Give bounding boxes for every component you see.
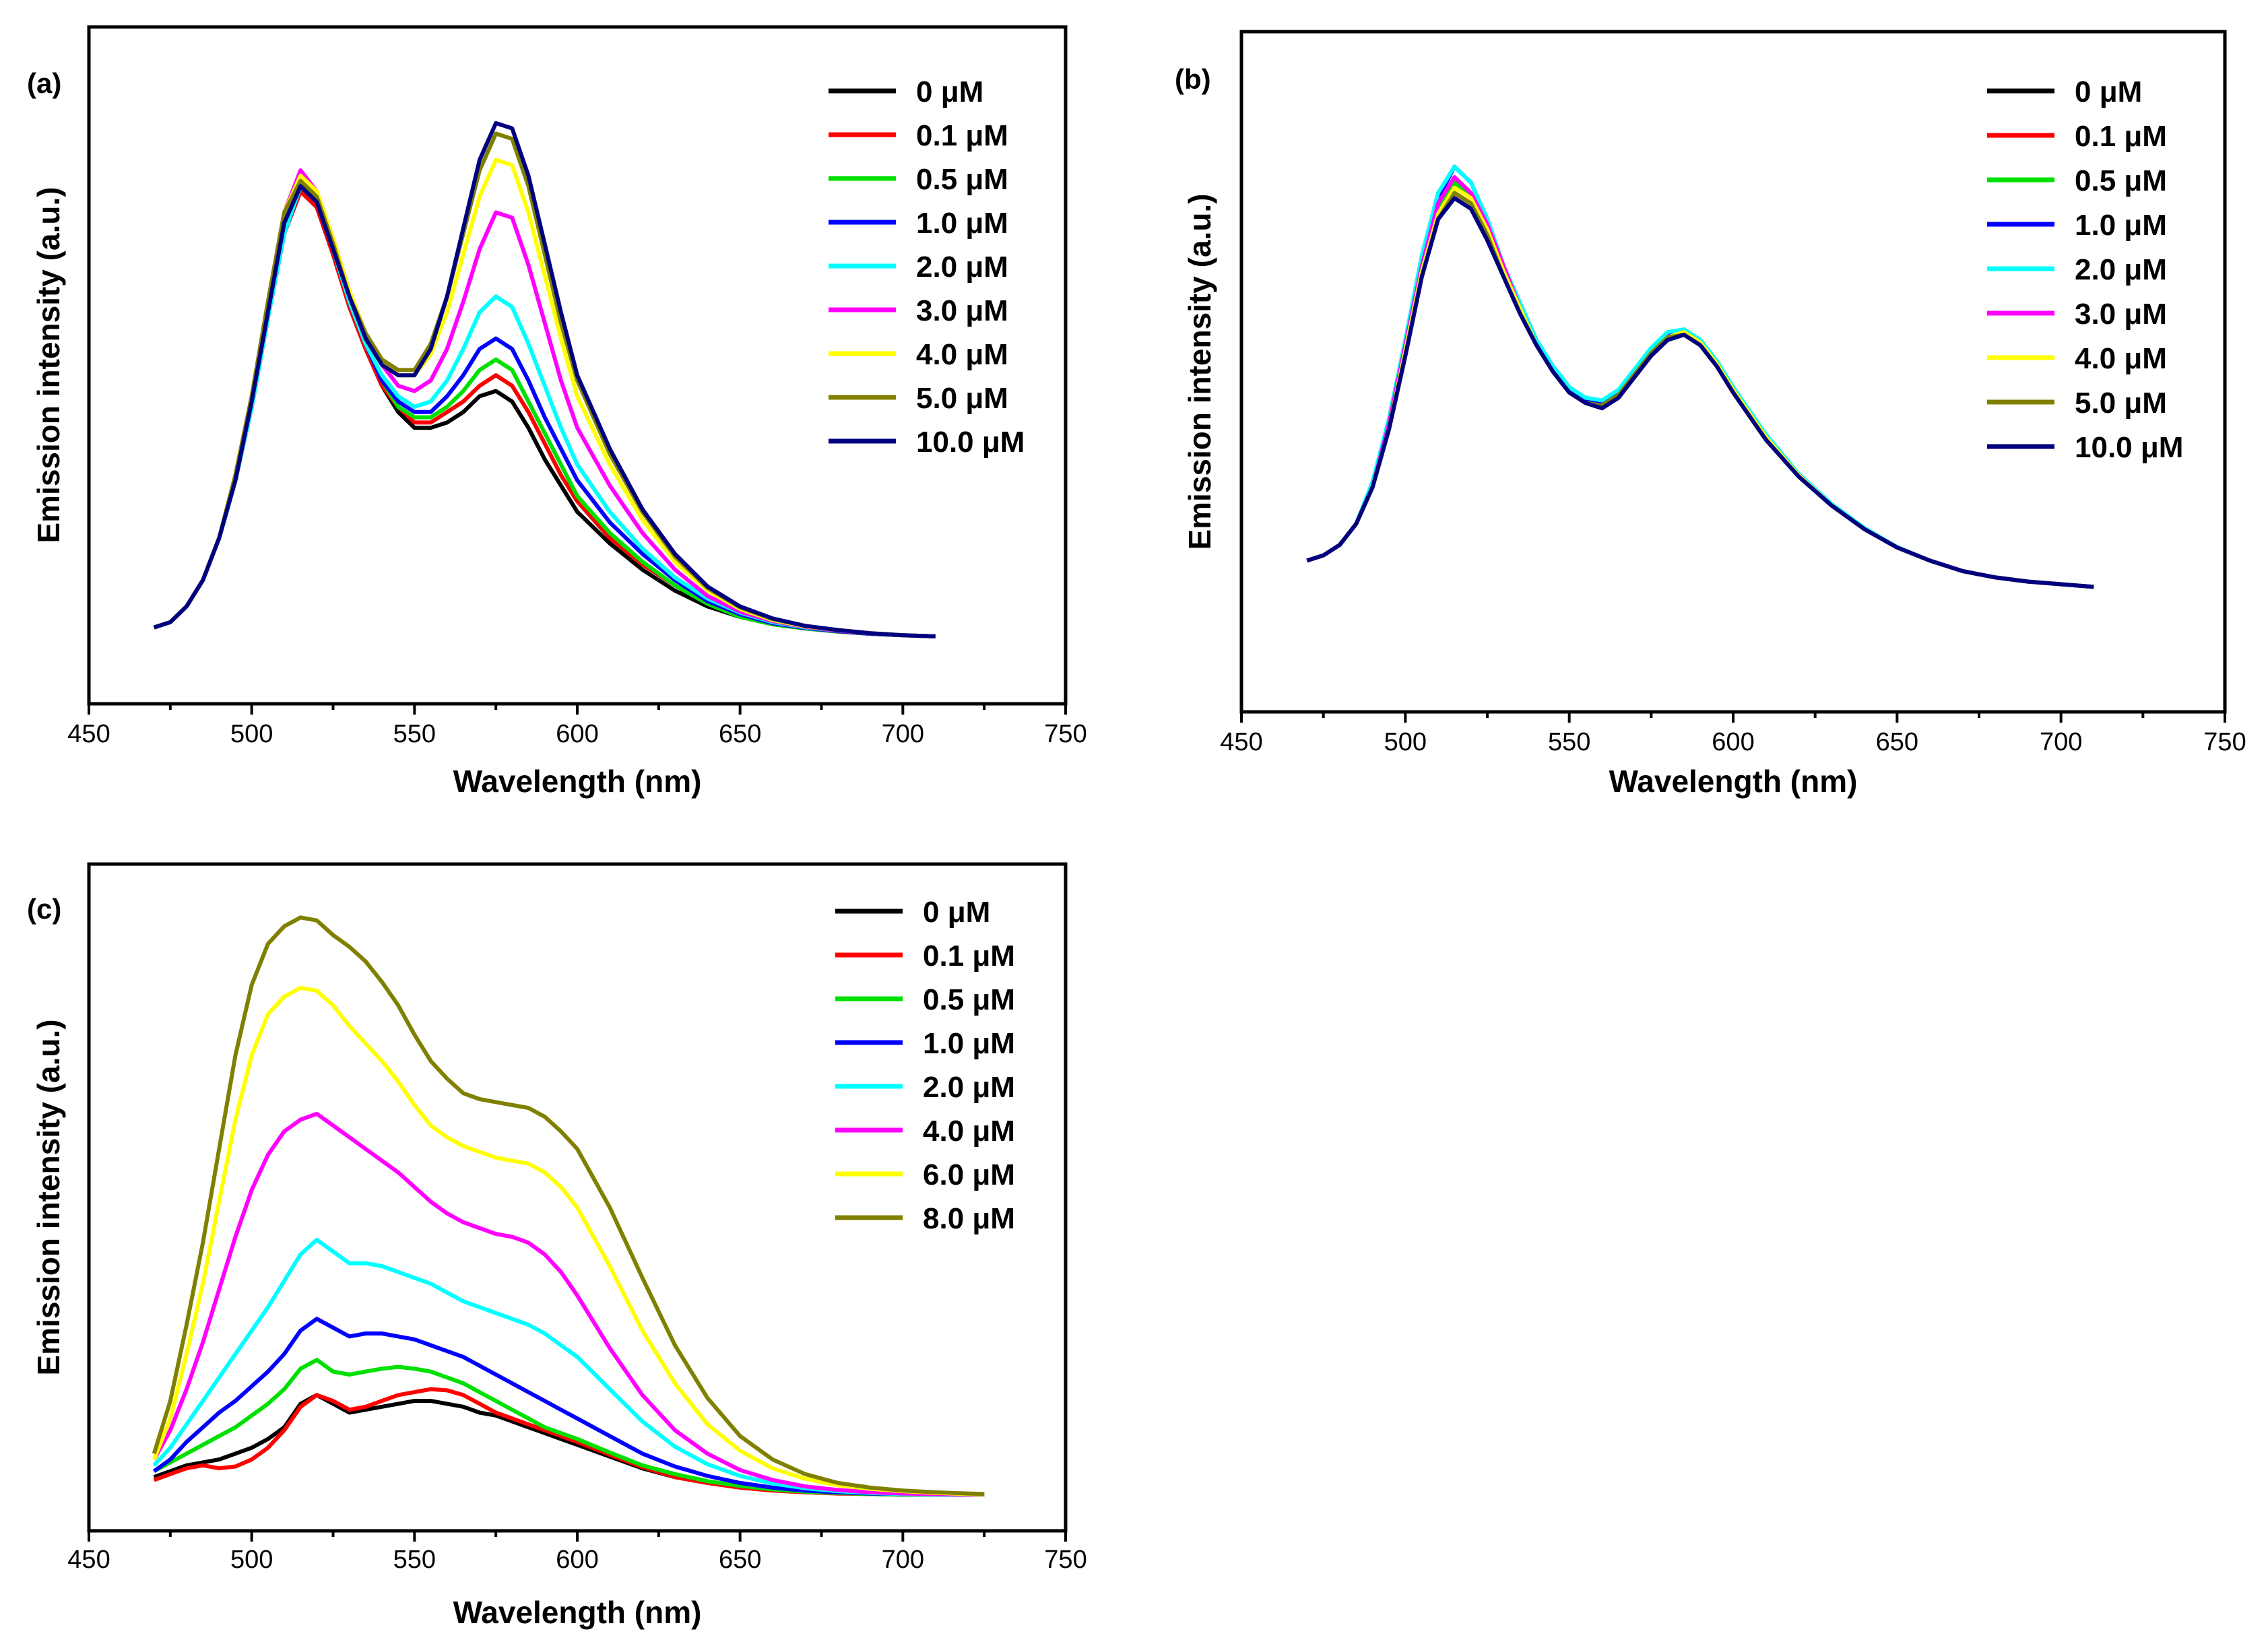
series-line-4 <box>152 1237 985 1497</box>
x-tick-label: 600 <box>1712 728 1754 756</box>
series-line-3 <box>152 1317 985 1497</box>
y-axis-label: Emission intensity (a.u.) <box>1182 193 1217 550</box>
legend-label: 0.1 μM <box>923 940 1015 973</box>
x-tick-label: 450 <box>67 720 110 748</box>
legend-label: 6.0 μM <box>923 1158 1015 1191</box>
x-ticks-a <box>88 704 1067 715</box>
series-line-6 <box>152 985 985 1497</box>
series-line-8 <box>153 121 936 638</box>
legend-label: 0.5 μM <box>916 163 1008 196</box>
legend-label: 0 μM <box>916 75 983 108</box>
legend-label: 1.0 μM <box>2075 209 2167 242</box>
legend-label: 4.0 μM <box>916 338 1008 371</box>
x-tick-label: 700 <box>882 1546 924 1574</box>
x-tick-label: 500 <box>230 720 273 748</box>
legend-label: 0.5 μM <box>2075 164 2167 197</box>
legend-label: 2.0 μM <box>923 1071 1015 1104</box>
series-line-5 <box>152 1111 985 1497</box>
legend-label: 0.1 μM <box>916 119 1008 152</box>
x-axis-label: Wavelength (nm) <box>1609 764 1858 799</box>
x-tick-label: 750 <box>1044 1546 1087 1574</box>
x-tick-label: 500 <box>1384 728 1427 756</box>
x-tick-label: 650 <box>719 1546 761 1574</box>
x-tick-label: 450 <box>67 1546 110 1574</box>
x-axis-label: Wavelength (nm) <box>453 1595 702 1630</box>
panel-label-a: (a) <box>27 67 61 99</box>
x-tick-label: 750 <box>1044 720 1087 748</box>
legend-label: 5.0 μM <box>916 382 1008 415</box>
plot-lines-a <box>153 121 936 638</box>
x-tick-label: 550 <box>1548 728 1590 756</box>
legend-label: 0 μM <box>2075 75 2142 108</box>
legend-label: 3.0 μM <box>916 294 1008 327</box>
legend-label: 4.0 μM <box>2075 342 2167 375</box>
x-axis-label: Wavelength (nm) <box>453 764 702 799</box>
legend: 0 μM 0.1 μM 0.5 μM 1.0 μM 2.0 μM 4.0 μM … <box>835 896 1015 1235</box>
legend-label: 2.0 μM <box>916 251 1008 284</box>
series-line-8 <box>1306 196 2094 589</box>
panel-label-b: (b) <box>1175 63 1211 95</box>
y-axis-label: Emission intensity (a.u.) <box>31 1019 66 1375</box>
legend-label: 0 μM <box>923 896 990 929</box>
panel-c: (c) 450 500 550 600 650 700 750 Waveleng… <box>27 862 1087 1630</box>
plot-lines-c <box>152 915 985 1497</box>
legend-label: 1.0 μM <box>916 207 1008 240</box>
x-tick-label: 450 <box>1220 728 1262 756</box>
legend-label: 2.0 μM <box>2075 253 2167 286</box>
legend: 0 μM 0.1 μM 0.5 μM 1.0 μM 2.0 μM 3.0 μM … <box>1987 75 2183 464</box>
x-tick-label: 700 <box>882 720 924 748</box>
legend-label: 3.0 μM <box>2075 298 2167 331</box>
x-tick-label: 750 <box>2203 728 2246 756</box>
legend-label: 10.0 μM <box>916 426 1025 459</box>
legend-label: 1.0 μM <box>923 1027 1015 1060</box>
legend: 0 μM 0.1 μM 0.5 μM 1.0 μM 2.0 μM 3.0 μM … <box>829 75 1025 459</box>
legend-label: 0.1 μM <box>2075 120 2167 153</box>
series-line-7 <box>152 915 985 1496</box>
x-tick-label: 650 <box>719 720 761 748</box>
x-ticks-c <box>88 1531 1067 1542</box>
legend-label: 4.0 μM <box>923 1115 1015 1148</box>
legend-label: 0.5 μM <box>923 983 1015 1016</box>
plot-lines-b <box>1306 164 2094 589</box>
x-tick-label: 550 <box>393 1546 436 1574</box>
panel-a: (a) 450 500 550 600 650 700 750 Waveleng… <box>27 25 1087 799</box>
x-tick-label: 650 <box>1876 728 1918 756</box>
x-ticks-b <box>1240 712 2226 723</box>
legend-label: 5.0 μM <box>2075 387 2167 420</box>
x-tick-label: 700 <box>2040 728 2082 756</box>
x-tick-label: 600 <box>556 1546 598 1574</box>
y-axis-label: Emission intensity (a.u.) <box>31 187 66 543</box>
legend-label: 8.0 μM <box>923 1202 1015 1235</box>
panel-b: (b) 450 500 550 600 650 700 750 Waveleng… <box>1175 30 2246 799</box>
x-tick-label: 600 <box>556 720 598 748</box>
legend-label: 10.0 μM <box>2075 431 2183 464</box>
x-tick-label: 550 <box>393 720 436 748</box>
x-tick-label: 500 <box>230 1546 273 1574</box>
panel-label-c: (c) <box>27 893 61 925</box>
